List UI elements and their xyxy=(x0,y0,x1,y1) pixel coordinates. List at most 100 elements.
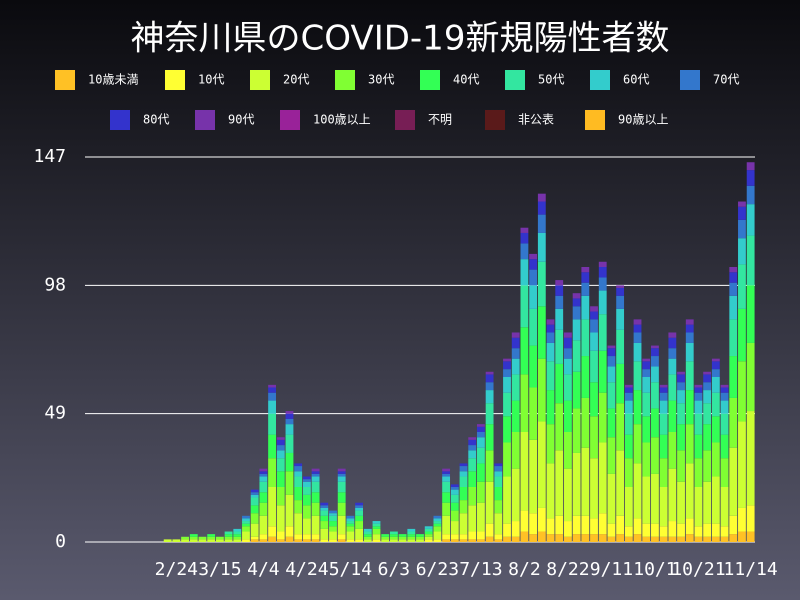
bar-segment xyxy=(738,421,746,508)
bar-segment xyxy=(668,468,677,522)
bar-segment xyxy=(476,424,485,427)
bar-segment xyxy=(572,306,581,320)
bar-segment xyxy=(346,526,355,532)
bar-segment xyxy=(642,377,651,393)
bar-segment xyxy=(511,337,520,349)
legend-label: 30代 xyxy=(368,73,394,87)
bar-segment xyxy=(494,476,503,487)
bar-segment xyxy=(581,534,590,542)
bar-segment xyxy=(633,463,642,519)
bar-segment xyxy=(677,450,685,482)
bar-segment xyxy=(572,340,581,372)
bar-segment xyxy=(633,390,642,425)
bar-segment xyxy=(529,345,538,388)
bar-segment xyxy=(285,418,294,425)
bar-segment xyxy=(503,416,511,443)
bar-segment xyxy=(503,523,511,537)
bar-segment xyxy=(215,536,224,540)
bar-segment xyxy=(555,515,564,535)
bar-segment xyxy=(711,392,720,417)
bar-segment xyxy=(276,539,285,542)
bar-segment xyxy=(346,531,355,540)
bar-segment xyxy=(572,371,581,409)
bar-segment xyxy=(302,518,311,535)
bar-segment xyxy=(476,463,485,482)
bar-segment xyxy=(685,324,694,333)
bar-segment xyxy=(311,473,320,477)
bar-segment xyxy=(268,458,276,487)
bar-segment xyxy=(642,361,651,370)
bar-segment xyxy=(389,539,398,542)
bar-segment xyxy=(546,424,555,464)
bar-segment xyxy=(476,531,485,540)
bar-segment xyxy=(476,447,485,464)
bar-segment xyxy=(546,463,555,519)
bar-segment xyxy=(555,285,564,296)
bar-segment xyxy=(703,523,712,537)
bar-segment xyxy=(355,507,364,511)
bar-segment xyxy=(624,536,633,542)
bar-segment xyxy=(450,521,459,535)
legend-swatch xyxy=(395,110,415,130)
bar-segment xyxy=(468,439,477,446)
bar-segment xyxy=(642,442,651,477)
x-tick-label: 2/24 xyxy=(155,559,198,580)
bar-segment xyxy=(346,521,355,524)
bar-segment xyxy=(598,392,607,443)
bar-segment xyxy=(476,437,485,448)
legend-label: 40代 xyxy=(453,73,479,87)
bar-segment xyxy=(685,361,694,391)
bar-segment xyxy=(442,471,451,474)
bar-segment xyxy=(424,539,433,542)
bar-segment xyxy=(329,515,337,522)
bar-segment xyxy=(424,536,433,540)
bar-segment xyxy=(381,534,390,537)
x-tick-label: 10/1 xyxy=(633,559,676,580)
x-tick-label: 6/23 xyxy=(416,559,459,580)
legend-label: 不明 xyxy=(428,113,452,127)
bar-segment xyxy=(294,500,303,514)
bar-segment xyxy=(329,539,337,542)
bar-segment xyxy=(546,342,555,362)
bar-segment xyxy=(259,476,268,482)
bar-segment xyxy=(337,502,346,516)
bar-segment xyxy=(572,515,581,535)
bar-segment xyxy=(346,539,355,542)
bar-segment xyxy=(616,295,625,309)
bar-segment xyxy=(598,267,607,278)
bar-segment xyxy=(172,539,181,542)
bar-segment xyxy=(624,400,633,414)
bar-segment xyxy=(729,397,738,448)
bar-segment xyxy=(511,374,520,401)
bar-segment xyxy=(459,466,468,472)
bar-segment xyxy=(520,259,529,286)
bar-segment xyxy=(572,293,581,299)
bar-segment xyxy=(694,413,703,435)
bar-segment xyxy=(546,361,555,391)
bar-segment xyxy=(503,361,511,370)
bar-segment xyxy=(189,536,198,540)
bar-segment xyxy=(633,324,642,333)
bar-segment xyxy=(598,442,607,514)
bar-segment xyxy=(224,534,233,537)
bar-segment xyxy=(276,487,285,506)
bar-segment xyxy=(494,534,503,540)
bar-segment xyxy=(503,536,511,542)
bar-segment xyxy=(642,523,651,537)
bar-segment xyxy=(320,510,329,516)
bar-segment xyxy=(607,523,616,537)
bar-segment xyxy=(468,458,477,472)
bar-segment xyxy=(407,528,416,532)
bar-segment xyxy=(294,534,303,540)
bar-segment xyxy=(694,434,703,459)
bar-segment xyxy=(442,492,451,503)
bar-segment xyxy=(250,523,259,537)
bar-segment xyxy=(616,534,625,542)
bar-segment xyxy=(242,518,250,522)
bar-segment xyxy=(433,531,442,540)
bar-segment xyxy=(276,437,285,440)
bar-segment xyxy=(355,521,364,529)
bar-segment xyxy=(555,534,564,542)
bar-segment xyxy=(250,513,259,524)
bar-segment xyxy=(520,243,529,260)
